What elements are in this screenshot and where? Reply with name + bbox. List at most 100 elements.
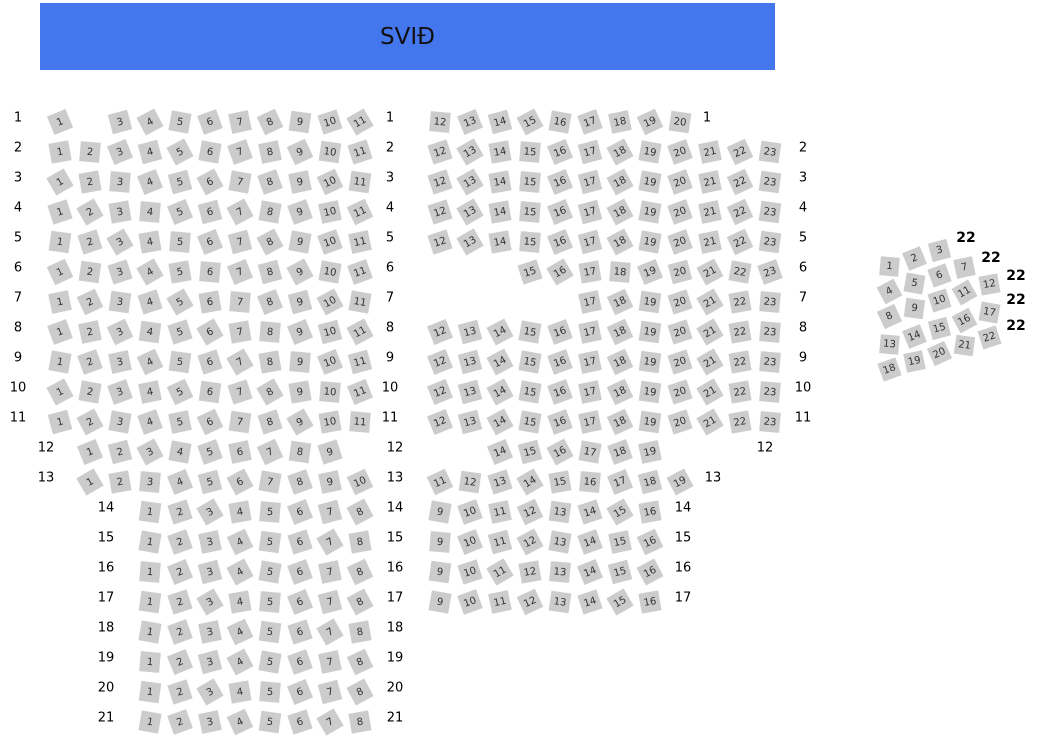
seat[interactable]: 8	[348, 710, 372, 734]
seat[interactable]: 23	[758, 200, 782, 224]
seat[interactable]: 14	[901, 323, 927, 349]
seat[interactable]: 4	[168, 440, 192, 464]
seat[interactable]: 9	[286, 258, 314, 286]
seat[interactable]: 18	[608, 110, 632, 134]
seat[interactable]: 14	[516, 468, 544, 496]
seat[interactable]: 19	[666, 468, 694, 496]
seat[interactable]: 3	[107, 259, 133, 285]
seat[interactable]: 9	[317, 439, 343, 465]
seat[interactable]: 9	[429, 531, 451, 553]
seat[interactable]: 7	[952, 255, 976, 279]
seat[interactable]: 16	[547, 319, 573, 345]
seat[interactable]: 19	[902, 349, 926, 373]
seat[interactable]: 11	[951, 279, 977, 305]
seat[interactable]: 21	[696, 258, 724, 286]
seat[interactable]: 22	[726, 228, 754, 256]
seat[interactable]: 17	[578, 320, 602, 344]
seat[interactable]: 10	[318, 410, 342, 434]
seat[interactable]: 8	[256, 108, 284, 136]
seat[interactable]: 23	[759, 321, 781, 343]
seat[interactable]: 22	[977, 325, 1001, 349]
seat[interactable]: 17	[578, 290, 602, 314]
seat[interactable]: 3	[198, 710, 222, 734]
seat[interactable]: 16	[547, 349, 573, 375]
seat[interactable]: 13	[548, 530, 572, 554]
seat[interactable]: 17	[578, 260, 602, 284]
seat[interactable]: 14	[486, 318, 514, 346]
seat[interactable]: 3	[106, 228, 134, 256]
seat[interactable]: 15	[517, 259, 543, 285]
seat[interactable]: 4	[139, 201, 161, 223]
seat[interactable]: 6	[228, 440, 252, 464]
seat[interactable]: 12	[429, 111, 451, 133]
seat[interactable]: 12	[426, 378, 454, 406]
seat[interactable]: 9	[286, 318, 314, 346]
seat[interactable]: 4	[137, 409, 163, 435]
seat[interactable]: 14	[488, 170, 512, 194]
seat[interactable]: 17	[578, 350, 602, 374]
seat[interactable]: 2	[76, 288, 104, 316]
seat[interactable]: 2	[167, 619, 193, 645]
seat[interactable]: 3	[197, 559, 223, 585]
seat[interactable]: 5	[258, 530, 282, 554]
seat[interactable]: 22	[728, 410, 752, 434]
seat[interactable]: 11	[486, 558, 514, 586]
seat[interactable]: 9	[428, 560, 452, 584]
seat[interactable]: 4	[228, 590, 252, 614]
seat[interactable]: 5	[258, 650, 282, 674]
seat[interactable]: 21	[953, 334, 975, 356]
seat[interactable]: 15	[607, 559, 633, 585]
seat[interactable]: 15	[606, 588, 634, 616]
seat[interactable]: 18	[606, 318, 634, 346]
seat[interactable]: 9	[288, 380, 312, 404]
seat[interactable]: 21	[698, 170, 722, 194]
seat[interactable]: 22	[728, 260, 752, 284]
seat[interactable]: 3	[196, 498, 224, 526]
seat[interactable]: 15	[518, 410, 542, 434]
seat[interactable]: 1	[46, 108, 74, 136]
seat[interactable]: 14	[488, 230, 512, 254]
seat[interactable]: 1	[47, 199, 73, 225]
seat[interactable]: 17	[578, 440, 602, 464]
seat[interactable]: 22	[726, 198, 754, 226]
seat[interactable]: 13	[878, 333, 900, 355]
seat[interactable]: 12	[516, 528, 544, 556]
seat[interactable]: 13	[457, 349, 483, 375]
seat[interactable]: 7	[226, 198, 254, 226]
seat[interactable]: 2	[167, 589, 193, 615]
seat[interactable]: 6	[286, 678, 314, 706]
seat[interactable]: 5	[166, 288, 194, 316]
seat[interactable]: 11	[348, 290, 372, 314]
seat[interactable]: 6	[197, 109, 223, 135]
seat[interactable]: 2	[167, 709, 193, 735]
seat[interactable]: 22	[728, 320, 752, 344]
seat[interactable]: 3	[106, 138, 134, 166]
seat[interactable]: 5	[166, 378, 194, 406]
seat[interactable]: 4	[166, 468, 194, 496]
seat[interactable]: 15	[519, 231, 541, 253]
seat[interactable]: 1	[138, 680, 162, 704]
seat[interactable]: 9	[288, 170, 312, 194]
seat[interactable]: 16	[546, 198, 574, 226]
seat[interactable]: 22	[728, 290, 752, 314]
seat[interactable]: 8	[256, 288, 284, 316]
seat[interactable]: 17	[578, 410, 602, 434]
seat[interactable]: 5	[258, 710, 282, 734]
seat[interactable]: 5	[168, 410, 192, 434]
seat[interactable]: 13	[457, 319, 483, 345]
seat[interactable]: 9	[286, 408, 314, 436]
seat[interactable]: 8	[258, 140, 282, 164]
seat[interactable]: 6	[196, 168, 224, 196]
seat[interactable]: 8	[256, 228, 284, 256]
seat[interactable]: 5	[902, 271, 926, 295]
seat[interactable]: 7	[316, 618, 344, 646]
seat[interactable]: 8	[876, 303, 902, 329]
seat[interactable]: 5	[167, 319, 193, 345]
seat[interactable]: 8	[346, 498, 374, 526]
seat[interactable]: 2	[77, 229, 103, 255]
seat[interactable]: 1	[138, 620, 162, 644]
seat[interactable]: 3	[108, 290, 132, 314]
seat[interactable]: 11	[349, 411, 371, 433]
seat[interactable]: 13	[456, 198, 484, 226]
seat[interactable]: 6	[197, 349, 223, 375]
